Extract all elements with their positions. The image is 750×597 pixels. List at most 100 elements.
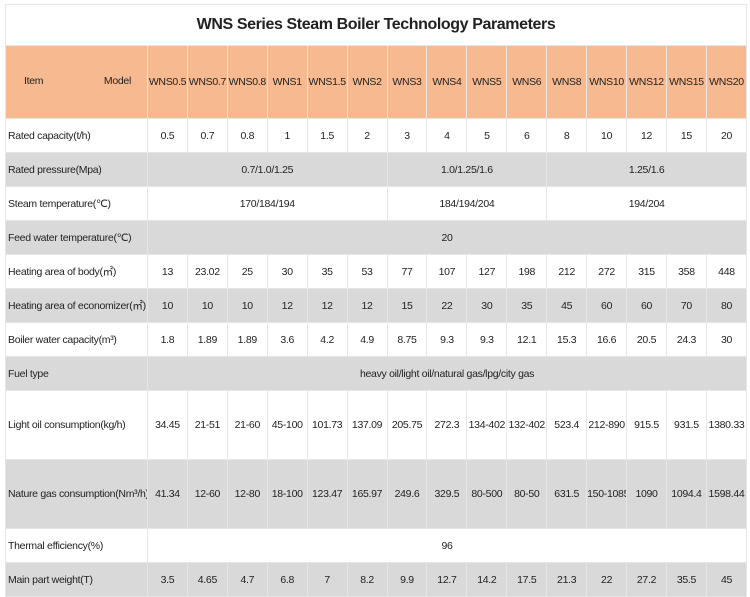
value-cell: 9.3 (426, 322, 468, 357)
value-cell: 53 (346, 254, 388, 289)
value-cell: 12 (626, 118, 667, 153)
value-cell: 0.7/1.0/1.25 (147, 152, 388, 187)
data-row: Rated capacity(t/h) 0.5 0.7 0.8 1 1.5 2 3 4 5 6 8 10… (5, 118, 748, 153)
value-cell: 35 (306, 254, 348, 289)
value-cell: 12-60 (186, 459, 228, 529)
value-cell: 15.3 (546, 322, 588, 357)
value-cell: 1598.44 (705, 459, 748, 529)
value-cell: 8.75 (386, 322, 428, 357)
value-cell: 10 (586, 118, 628, 153)
model-header: WNS0.7 (186, 45, 228, 119)
value-cell: 12 (306, 288, 348, 323)
value-cell: 45 (546, 288, 588, 323)
value-cell: 358 (665, 254, 707, 289)
value-cell: 16.6 (586, 322, 628, 357)
value-cell: 80-500 (466, 459, 508, 529)
model-header: WNS3 (386, 45, 428, 119)
value-cell: 20 (705, 118, 748, 153)
row-label: Main part weight(T) (5, 562, 148, 597)
value-cell: 1380.33 (705, 390, 748, 460)
value-cell: 0.7 (186, 118, 228, 153)
value-cell: 21-60 (226, 390, 268, 460)
model-header: WNS1.5 (306, 45, 348, 119)
value-cell: 3.5 (147, 562, 188, 597)
value-cell: 34.45 (147, 390, 188, 460)
value-cell: 6.8 (266, 562, 308, 597)
value-cell: 915.5 (626, 390, 667, 460)
value-cell: 212-890 (586, 390, 628, 460)
value-cell: 80 (705, 288, 748, 323)
value-cell: 212 (546, 254, 588, 289)
data-row: Steam temperature(℃) 170/184/194 184/194/2… (5, 186, 748, 221)
value-cell: 24.3 (665, 322, 707, 357)
value-cell: 165.97 (346, 459, 388, 529)
value-cell: 4 (426, 118, 468, 153)
value-cell: 45-100 (266, 390, 308, 460)
value-cell: 4.7 (226, 562, 268, 597)
value-cell: 184/194/204 (386, 186, 548, 221)
value-cell: 45 (705, 562, 748, 597)
row-label: Heating area of body(㎡) (5, 254, 148, 289)
row-label: Nature gas consumption(Nm³/h) (5, 459, 148, 529)
value-cell: 12 (266, 288, 308, 323)
value-cell: 10 (226, 288, 268, 323)
data-row: Rated pressure(Mpa) 0.7/1.0/1.25 1.0/1.25/… (5, 152, 748, 187)
header-row: Item Model WNS0.5 WNS0.7 WNS0.8 WNS1 WNS1.5 WNS… (5, 45, 748, 119)
value-cell: 4.9 (346, 322, 388, 357)
value-cell: 8 (546, 118, 588, 153)
value-cell: 107 (426, 254, 468, 289)
row-label: Fuel type (5, 356, 148, 391)
value-cell: 25 (226, 254, 268, 289)
row-label: Rated pressure(Mpa) (5, 152, 148, 187)
value-cell: 22 (586, 562, 628, 597)
value-cell: 21-51 (186, 390, 228, 460)
value-cell: 15 (665, 118, 707, 153)
value-cell: 1.89 (226, 322, 268, 357)
parameter-table: WNS Series Steam Boiler Technology Param… (4, 4, 748, 597)
row-label: Steam temperature(℃) (5, 186, 148, 221)
value-cell: 60 (626, 288, 667, 323)
value-cell: 1.25/1.6 (546, 152, 748, 187)
value-cell: 198 (506, 254, 548, 289)
table-title: WNS Series Steam Boiler Technology Param… (4, 4, 748, 46)
table-container: WNS Series Steam Boiler Technology Param… (4, 4, 748, 597)
value-cell: 30 (266, 254, 308, 289)
value-cell: 70 (665, 288, 707, 323)
model-header: WNS6 (506, 45, 548, 119)
value-cell: 60 (586, 288, 628, 323)
value-cell: 12.1 (506, 322, 548, 357)
value-cell: 2 (346, 118, 388, 153)
model-header: WNS15 (665, 45, 707, 119)
title-row: WNS Series Steam Boiler Technology Param… (4, 4, 748, 46)
data-row: Fuel type heavy oil/light oil/natural gas… (5, 356, 748, 391)
value-cell: 1090 (626, 459, 667, 529)
model-header: WNS2 (346, 45, 388, 119)
data-row: Heating area of economizer(㎡) 10 10 10 12 12 1… (5, 288, 748, 323)
value-cell: 4.2 (306, 322, 348, 357)
value-cell: 315 (626, 254, 667, 289)
value-cell: 249.6 (386, 459, 428, 529)
value-cell: 127 (466, 254, 508, 289)
value-cell: 3.6 (266, 322, 308, 357)
value-cell: 1.0/1.25/1.6 (386, 152, 548, 187)
model-header: WNS0.8 (226, 45, 268, 119)
model-header: WNS4 (426, 45, 468, 119)
value-cell: 134-402 (466, 390, 508, 460)
value-cell: 523.4 (546, 390, 588, 460)
data-row: Nature gas consumption(Nm³/h) 41.34 12-60 1… (5, 459, 748, 529)
value-cell: 22 (426, 288, 468, 323)
value-cell: 272 (586, 254, 628, 289)
data-row: Heating area of body(㎡) 13 23.02 25 30 35 53 77… (5, 254, 748, 289)
value-cell: 329.5 (426, 459, 468, 529)
value-cell: 18-100 (266, 459, 308, 529)
value-cell: 1 (266, 118, 308, 153)
value-cell: 150-1085 (586, 459, 628, 529)
item-label: Item (24, 75, 44, 87)
value-cell: 448 (705, 254, 748, 289)
data-row: Boiler water capacity(m³) 1.8 1.89 1.89 3.6 4… (5, 322, 748, 357)
value-cell: 35 (506, 288, 548, 323)
value-cell: heavy oil/light oil/natural gas/lpg/city… (146, 356, 748, 391)
value-cell: 35.5 (665, 562, 707, 597)
value-cell: 1.89 (186, 322, 228, 357)
